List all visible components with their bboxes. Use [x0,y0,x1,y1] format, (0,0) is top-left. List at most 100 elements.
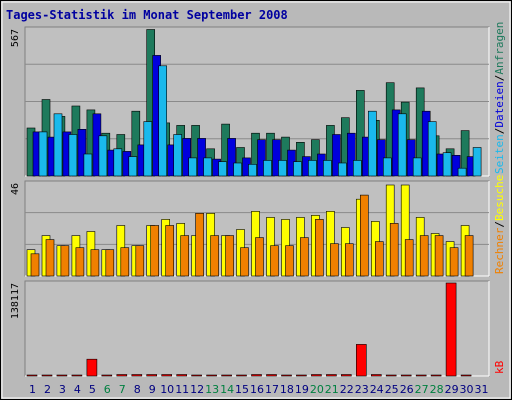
bar-seiten-day-12 [203,157,212,177]
x-tick-day-3: 3 [59,383,66,396]
y-max-label: 567 [10,29,21,47]
x-tick-day-10: 10 [160,383,174,396]
bar-seiten-day-27 [427,121,437,177]
bar-seiten-day-28 [442,152,452,177]
x-tick-day-9: 9 [149,383,156,396]
bar-seiten-day-25 [397,113,407,177]
bar-kb-day-8 [131,374,143,377]
bar-rechner-day-30 [464,235,474,277]
bar-kb-day-5 [86,358,98,377]
bar-kb-day-7 [116,374,128,377]
bar-seiten-day-18 [293,161,302,177]
bar-rechner-day-26 [404,239,414,277]
bar-seiten-day-7 [128,156,138,177]
bar-dateien-day-22 [346,132,356,177]
bar-seiten-day-22 [352,160,362,177]
x-tick-day-24: 24 [370,383,384,396]
x-tick-day-29: 29 [445,383,459,396]
bar-rechner-day-25 [389,223,399,277]
panel-background [24,280,490,377]
x-tick-day-12: 12 [190,383,204,396]
bar-seiten-day-6 [113,148,123,177]
bar-dateien-day-29 [451,155,461,177]
bar-kb-day-30 [460,374,472,377]
bar-kb-day-25 [385,374,397,377]
bar-kb-day-26 [400,374,412,377]
x-axis-day-labels: 1 2 3 4 5 6 7 8 9 10 11 12 13 14 15 16 17 18 19 20 21 22 23 24 2… [29,383,489,396]
legend-separator: / [493,75,506,82]
bar-seiten-day-19 [308,160,317,177]
panel-requests: 567 [10,26,490,177]
x-tick-day-30: 30 [460,383,474,396]
bars-kb [26,282,472,377]
bar-dateien-day-14 [227,138,236,177]
bar-seiten-day-26 [412,157,422,177]
x-tick-day-14: 14 [220,383,234,396]
bar-rechner-day-23 [359,194,369,277]
bar-dateien-day-4 [77,129,87,177]
bar-kb-day-23 [355,344,367,377]
x-tick-day-27: 27 [415,383,429,396]
bars-visits [26,184,474,277]
bar-seiten-day-10 [173,134,182,177]
bar-rechner-day-18 [285,245,294,277]
bar-kb-day-29 [445,282,457,377]
bar-seiten-day-14 [233,162,242,177]
bar-kb-day-14 [221,374,232,377]
x-tick-day-26: 26 [400,383,414,396]
bar-rechner-day-13 [210,235,219,277]
chart-title: Tages-Statistik im Monat September 2008 [6,8,288,22]
bar-kb-day-19 [296,374,307,377]
bar-kb-day-4 [71,374,83,377]
bar-kb-day-3 [56,374,68,377]
bar-dateien-day-16 [257,139,266,177]
x-tick-day-25: 25 [385,383,399,396]
bar-kb-day-2 [41,374,53,377]
x-tick-day-21: 21 [325,383,339,396]
bar-dateien-day-17 [272,139,281,177]
x-tick-day-11: 11 [175,383,189,396]
bar-seiten-day-24 [382,157,392,177]
bar-dateien-day-11 [182,138,191,177]
x-tick-day-16: 16 [250,383,264,396]
bar-seiten-day-5 [98,135,108,177]
legend-item-anfragen: Anfragen [493,22,506,75]
x-tick-day-2: 2 [44,383,51,396]
legend-item-seiten: Seiten [493,134,506,174]
legend-kb: kB [493,360,506,374]
bar-rechner-day-5 [90,249,100,277]
bar-kb-day-11 [176,374,187,377]
bar-rechner-day-22 [344,243,354,277]
bar-kb-day-20 [311,374,322,377]
x-tick-day-31: 31 [475,383,489,396]
bar-rechner-day-14 [225,235,234,277]
x-tick-day-22: 22 [340,383,354,396]
legend-separator: / [493,128,506,135]
bar-rechner-day-6 [105,249,115,277]
bar-kb-day-24 [370,374,382,377]
bar-seiten-day-13 [218,161,227,177]
bar-rechner-day-8 [135,245,145,277]
bar-rechner-day-16 [255,237,264,277]
bar-rechner-day-1 [30,253,40,277]
x-tick-day-15: 15 [235,383,249,396]
legend-item-rechner: Rechner [493,227,506,274]
bar-rechner-day-9 [150,225,159,277]
bar-dateien-day-21 [332,134,341,177]
bar-seiten-day-17 [278,160,287,177]
bar-kb-day-13 [206,374,217,377]
bar-kb-day-22 [340,374,352,377]
bar-seiten-day-3 [68,134,78,177]
legend-requests: Seiten/Dateien/Anfragen [493,22,506,174]
bar-kb-day-12 [191,374,202,377]
bar-kb-day-16 [251,374,262,377]
bar-rechner-day-24 [374,241,384,277]
bar-seiten-day-15 [248,164,257,177]
bar-rechner-day-19 [300,237,309,277]
bar-seiten-day-8 [143,121,153,177]
bar-rechner-day-17 [270,245,279,277]
bar-kb-day-15 [236,374,247,377]
panel-kb: 138117 [10,280,490,377]
